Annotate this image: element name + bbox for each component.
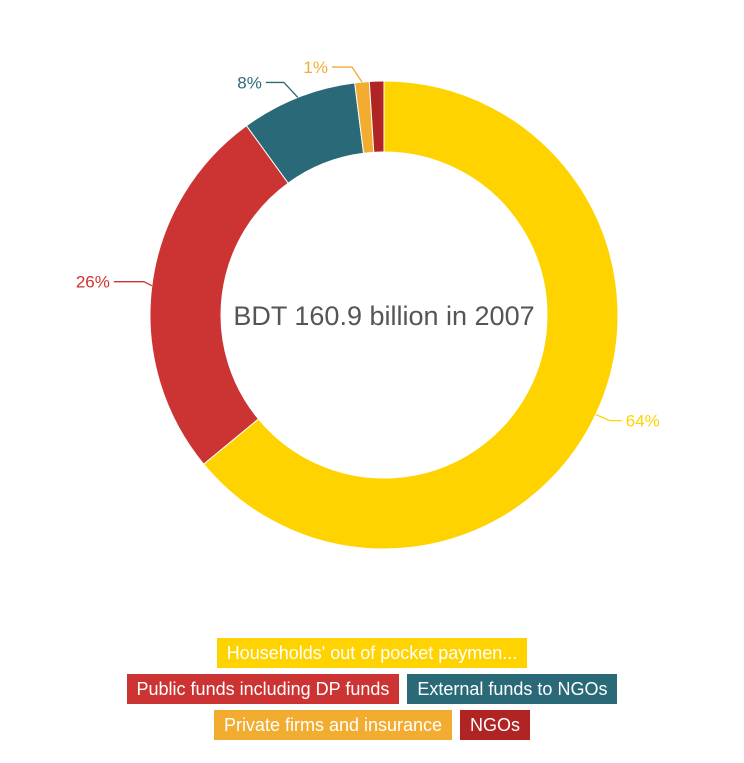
legend-item[interactable]: External funds to NGOs xyxy=(407,674,618,704)
leader-line xyxy=(265,81,299,98)
donut-slice xyxy=(149,124,289,465)
donut-slice xyxy=(368,80,385,153)
chart-legend: Households' out of pocket paymen... Publi… xyxy=(0,638,744,746)
data-label: 8% xyxy=(237,73,262,92)
legend-row: Public funds including DP funds External … xyxy=(0,674,744,704)
legend-row: Private firms and insurance NGOs xyxy=(0,710,744,740)
leader-line xyxy=(595,414,622,422)
data-label: 64% xyxy=(626,412,660,431)
legend-row: Households' out of pocket paymen... xyxy=(0,638,744,668)
center-label: BDT 160.9 billion in 2007 xyxy=(233,301,534,331)
leader-line xyxy=(331,66,363,83)
leader-line xyxy=(113,281,153,287)
donut-chart: 64% 26% 8% 1% BDT 160.9 billion in 2007 xyxy=(76,58,660,550)
legend-item[interactable]: Private firms and insurance xyxy=(213,710,453,740)
legend-item[interactable]: NGOs xyxy=(460,710,531,740)
data-label: 1% xyxy=(303,58,328,77)
donut-slice xyxy=(202,80,619,550)
legend-item[interactable]: Public funds including DP funds xyxy=(126,674,400,704)
data-label: 26% xyxy=(76,273,110,292)
legend-item[interactable]: Households' out of pocket paymen... xyxy=(216,638,528,668)
